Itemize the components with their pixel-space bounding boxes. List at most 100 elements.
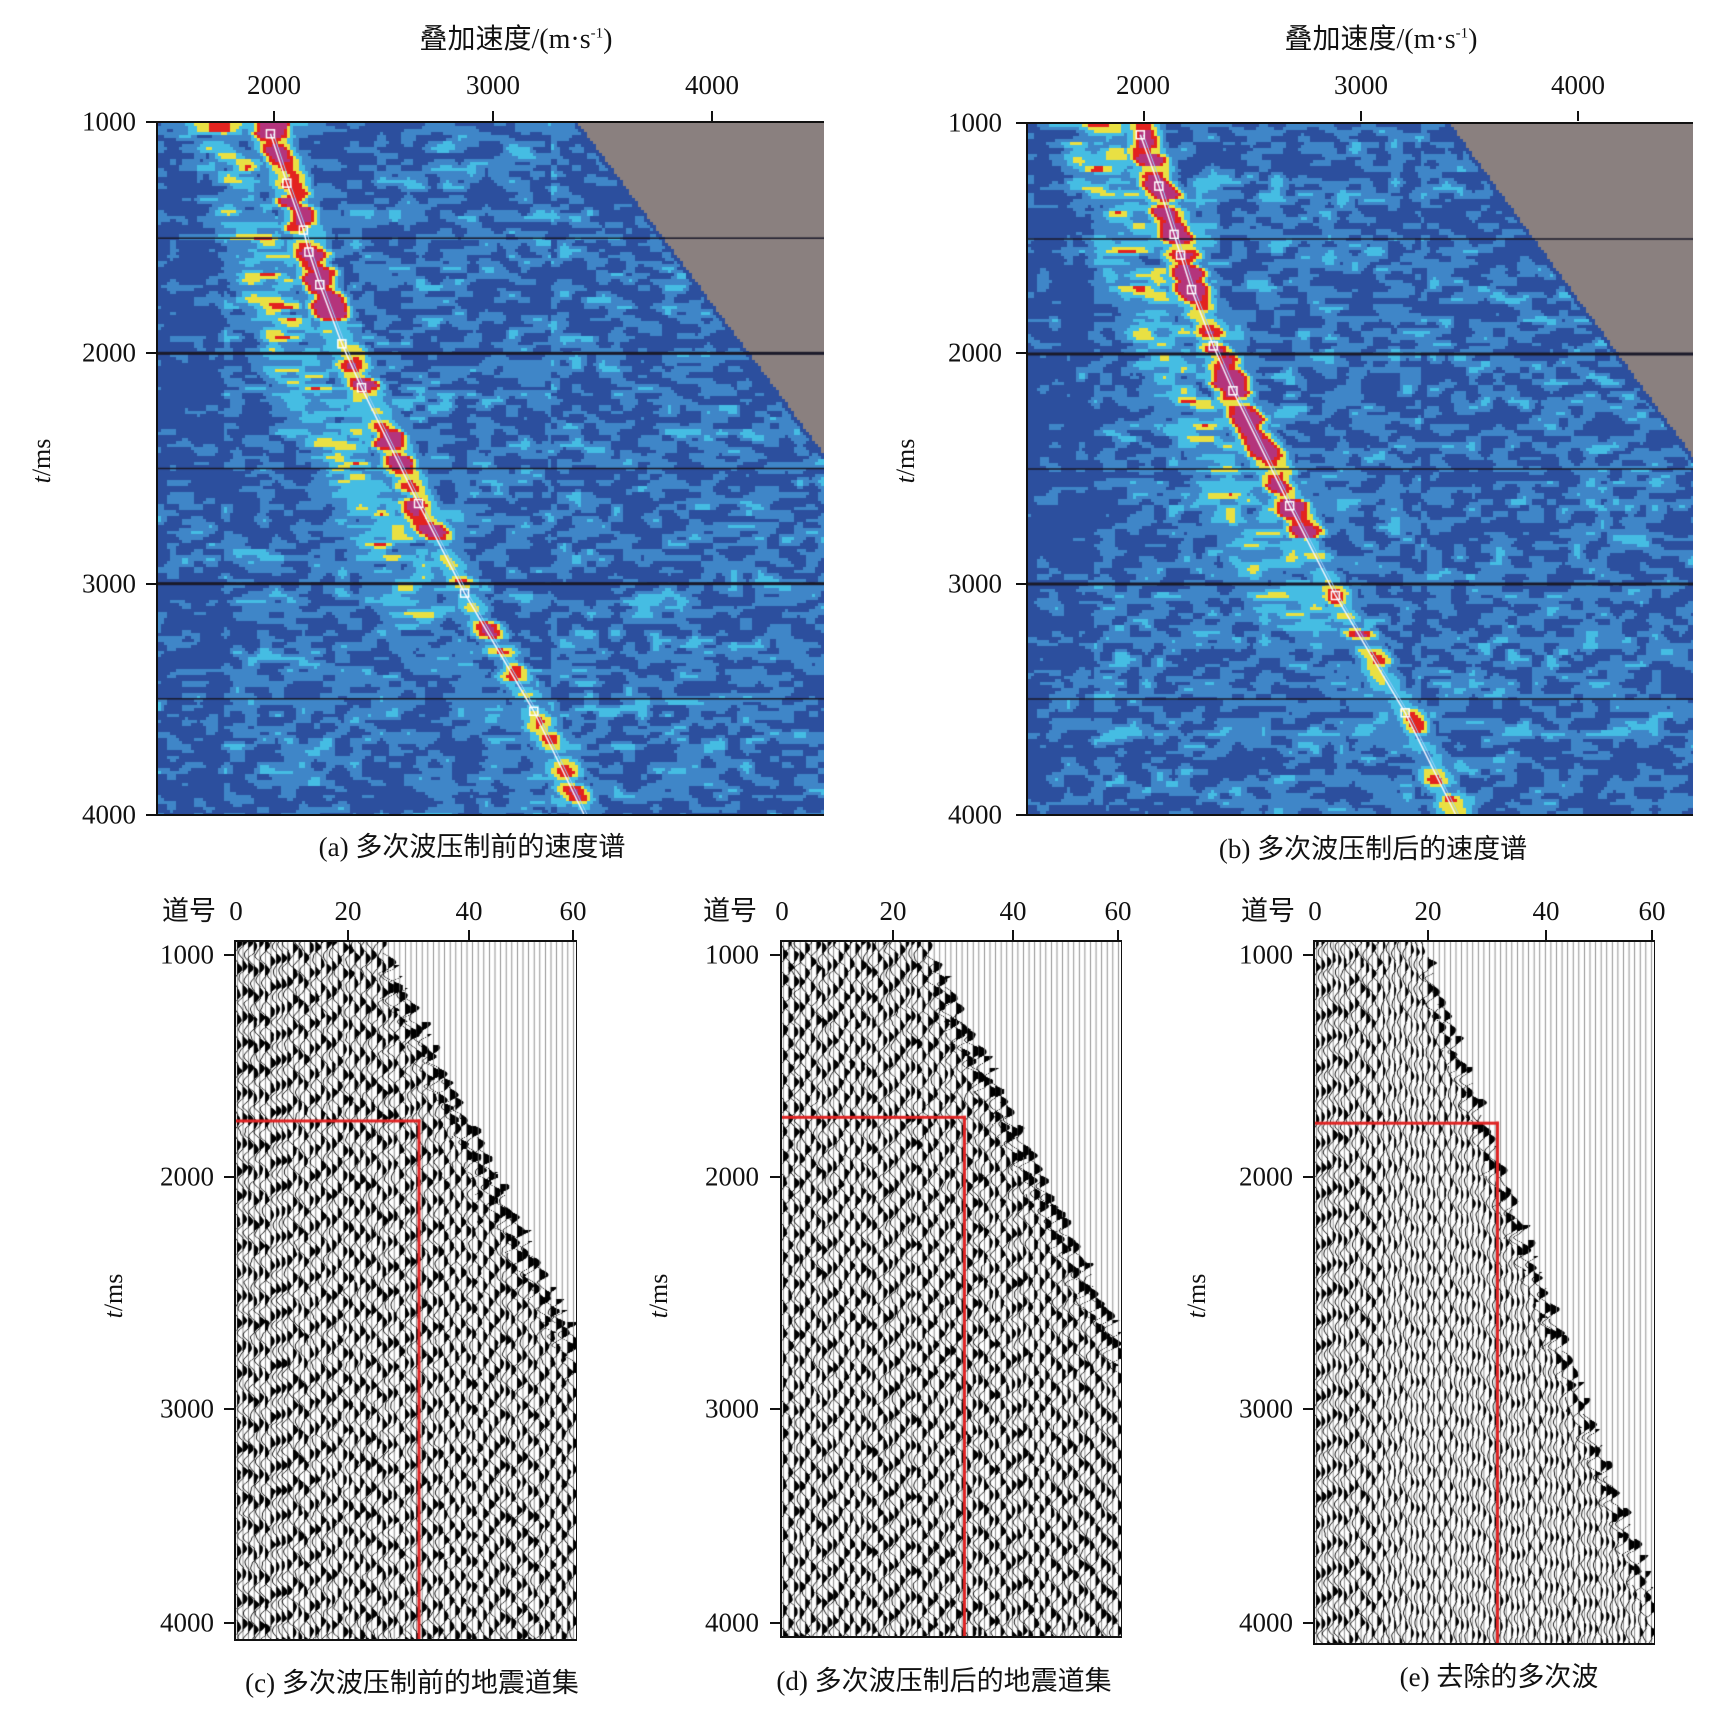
y-tick-label: 1000 bbox=[705, 939, 759, 970]
seismic-gather-plot-e bbox=[1313, 940, 1655, 1645]
x-tick-label: 3000 bbox=[1334, 70, 1388, 100]
y-tick-label: 3000 bbox=[705, 1393, 759, 1424]
y-tick bbox=[1303, 954, 1313, 956]
velocity-spectrum-heatmap-b bbox=[1028, 124, 1693, 814]
velocity-spectrum-heatmap-a bbox=[158, 123, 824, 814]
y-tick-label: 2000 bbox=[1239, 1161, 1293, 1192]
y-axis-title-italic: t bbox=[1182, 1311, 1211, 1319]
x-tick bbox=[572, 930, 574, 940]
x-axis-title-b: 叠加速度/(m·s-1) bbox=[1285, 26, 1478, 54]
y-tick-label: 2000 bbox=[705, 1161, 759, 1192]
y-tick bbox=[770, 954, 780, 956]
x-tick bbox=[1651, 930, 1653, 940]
x-tick-label: 3000 bbox=[466, 70, 520, 100]
y-tick-label: 4000 bbox=[82, 799, 136, 830]
seismic-gather-plot-d bbox=[780, 940, 1122, 1638]
y-axis-title-unit: /ms bbox=[99, 1273, 128, 1312]
y-axis-title-unit: /ms bbox=[891, 438, 920, 477]
y-tick bbox=[146, 121, 156, 123]
y-tick bbox=[770, 1622, 780, 1624]
y-tick bbox=[770, 1176, 780, 1178]
x-tick-label: 2000 bbox=[247, 70, 301, 100]
x-tick-label: 60 bbox=[1104, 896, 1132, 926]
x-tick-label: 20 bbox=[879, 896, 907, 926]
y-axis-title-italic: t bbox=[891, 476, 920, 484]
caption-a: (a) 多次波压制前的速度谱 bbox=[318, 832, 626, 862]
y-tick-label: 1000 bbox=[160, 939, 214, 970]
seismic-traces-c bbox=[236, 942, 576, 1639]
caption-b: (b) 多次波压制后的速度谱 bbox=[1218, 834, 1528, 864]
y-tick-label: 3000 bbox=[948, 568, 1002, 599]
y-tick-label: 3000 bbox=[160, 1393, 214, 1424]
x-tick bbox=[1143, 111, 1145, 121]
x-tick-label: 0 bbox=[229, 896, 243, 926]
x-tick-label: 0 bbox=[1308, 896, 1322, 926]
x-tick bbox=[468, 930, 470, 940]
caption-d: (d) 多次波压制后的地震道集 bbox=[776, 1666, 1112, 1696]
y-tick-label: 1000 bbox=[82, 106, 136, 137]
x-tick bbox=[492, 111, 494, 121]
x-tick bbox=[892, 930, 894, 940]
x-axis-title-c: 道号 bbox=[162, 896, 216, 926]
x-tick-label: 4000 bbox=[1551, 70, 1605, 100]
caption-e: (e) 去除的多次波 bbox=[1399, 1662, 1599, 1692]
y-tick bbox=[770, 1408, 780, 1410]
y-axis-title-b: t/ms bbox=[891, 438, 920, 484]
y-tick-label: 1000 bbox=[1239, 939, 1293, 970]
x-axis-title-end: ) bbox=[1468, 24, 1478, 55]
y-axis-title-unit: /ms bbox=[27, 438, 56, 477]
x-tick bbox=[1427, 930, 1429, 940]
y-tick bbox=[1016, 352, 1026, 354]
y-tick bbox=[224, 1176, 234, 1178]
x-tick bbox=[273, 111, 275, 121]
seismic-traces-d bbox=[782, 942, 1121, 1636]
y-tick bbox=[1016, 583, 1026, 585]
y-tick-label: 3000 bbox=[82, 568, 136, 599]
x-axis-title-e: 道号 bbox=[1241, 896, 1295, 926]
y-tick bbox=[146, 352, 156, 354]
x-tick-label: 40 bbox=[1532, 896, 1560, 926]
y-tick bbox=[1016, 814, 1026, 816]
x-tick-label: 20 bbox=[334, 896, 362, 926]
x-tick-label: 20 bbox=[1414, 896, 1442, 926]
x-tick-label: 40 bbox=[455, 896, 483, 926]
y-tick-label: 3000 bbox=[1239, 1393, 1293, 1424]
x-tick-label: 4000 bbox=[685, 70, 739, 100]
x-axis-title-sup: -1 bbox=[1455, 25, 1469, 42]
y-tick bbox=[224, 1408, 234, 1410]
y-tick bbox=[1303, 1408, 1313, 1410]
y-tick-label: 4000 bbox=[160, 1607, 214, 1638]
y-tick bbox=[224, 954, 234, 956]
y-axis-title-unit: /ms bbox=[644, 1273, 673, 1312]
x-tick-label: 2000 bbox=[1116, 70, 1170, 100]
y-tick bbox=[1016, 122, 1026, 124]
caption-c: (c) 多次波压制前的地震道集 bbox=[245, 1668, 579, 1698]
x-tick-label: 40 bbox=[999, 896, 1027, 926]
y-tick-label: 4000 bbox=[1239, 1607, 1293, 1638]
y-tick-label: 2000 bbox=[160, 1161, 214, 1192]
y-tick-label: 4000 bbox=[948, 799, 1002, 830]
y-axis-title-italic: t bbox=[27, 476, 56, 484]
x-axis-title-a: 叠加速度/(m·s-1) bbox=[420, 26, 613, 54]
y-tick-label: 1000 bbox=[948, 107, 1002, 138]
x-axis-title-sup: -1 bbox=[590, 25, 604, 42]
x-tick bbox=[1117, 930, 1119, 940]
y-axis-title-italic: t bbox=[99, 1311, 128, 1319]
seismic-traces-e bbox=[1315, 942, 1654, 1643]
x-axis-title-d: 道号 bbox=[703, 896, 757, 926]
y-axis-title-e: t/ms bbox=[1182, 1274, 1211, 1319]
y-axis-title-c: t/ms bbox=[99, 1273, 128, 1319]
y-tick bbox=[224, 1622, 234, 1624]
x-tick bbox=[1360, 111, 1362, 121]
y-axis-title-a: t/ms bbox=[27, 438, 56, 484]
x-tick bbox=[1577, 111, 1579, 121]
x-tick bbox=[1012, 930, 1014, 940]
x-axis-title-text: 叠加速度/(m·s bbox=[1284, 24, 1456, 55]
y-tick-label: 4000 bbox=[705, 1607, 759, 1638]
x-tick bbox=[711, 111, 713, 121]
velocity-spectrum-plot-b bbox=[1026, 122, 1693, 816]
y-tick bbox=[1303, 1176, 1313, 1178]
x-axis-title-end: ) bbox=[603, 24, 613, 55]
y-axis-title-italic: t bbox=[644, 1311, 673, 1319]
y-tick bbox=[146, 814, 156, 816]
